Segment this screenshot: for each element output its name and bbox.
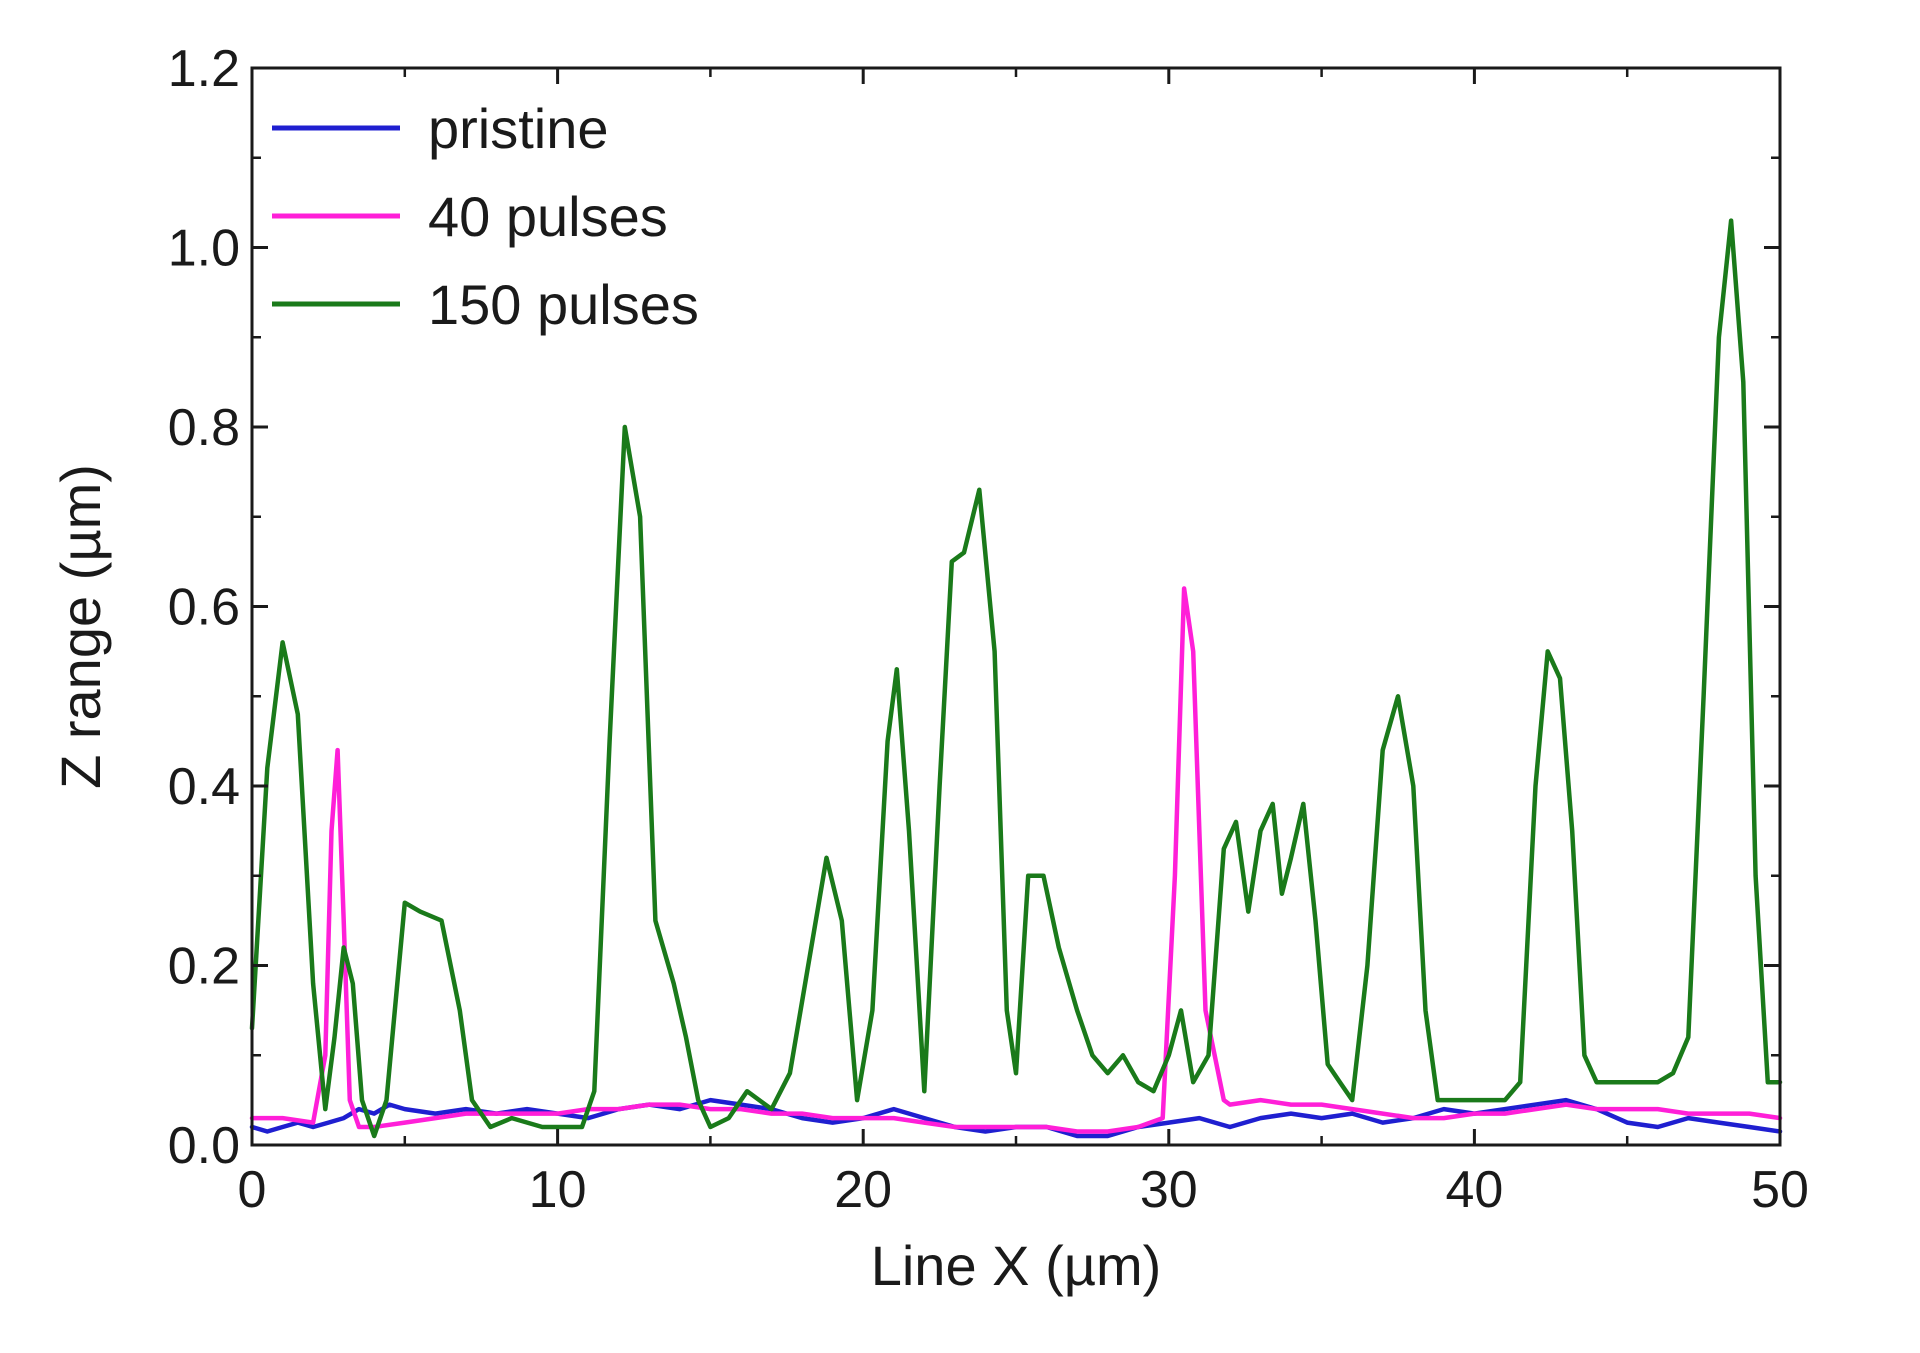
- x-tick-label: 40: [1445, 1161, 1503, 1219]
- y-tick-label: 0.8: [168, 399, 240, 457]
- ticks-layer: 0 10 20 30 40 50 0.0 0.2 0.4 0.6 0.8 1.0 1.2: [168, 40, 1809, 1219]
- x-tick-label: 0: [238, 1161, 267, 1219]
- y-tick-label: 1.0: [168, 220, 240, 278]
- x-tick-label: 50: [1751, 1161, 1809, 1219]
- y-tick-label: 0.4: [168, 758, 240, 816]
- y-tick-label: 0.0: [168, 1117, 240, 1175]
- y-tick-label: 1.2: [168, 40, 240, 98]
- series-line-1: [249, 586, 1783, 1134]
- y-tick-label: 0.2: [168, 938, 240, 996]
- legend: pristine 40 pulses 150 pulses: [272, 97, 699, 336]
- legend-label-1: 40 pulses: [428, 185, 668, 248]
- x-axis-label: Line X (µm): [871, 1234, 1162, 1297]
- series-layer: [249, 218, 1783, 1139]
- y-tick-label: 0.6: [168, 579, 240, 637]
- series-line-2: [249, 218, 1783, 1139]
- x-tick-label: 20: [834, 1161, 892, 1219]
- legend-label-2: 150 pulses: [428, 273, 699, 336]
- x-tick-label: 10: [529, 1161, 587, 1219]
- x-tick-label: 30: [1140, 1161, 1198, 1219]
- y-axis-label: Z range (µm): [49, 464, 112, 789]
- legend-label-0: pristine: [428, 97, 609, 160]
